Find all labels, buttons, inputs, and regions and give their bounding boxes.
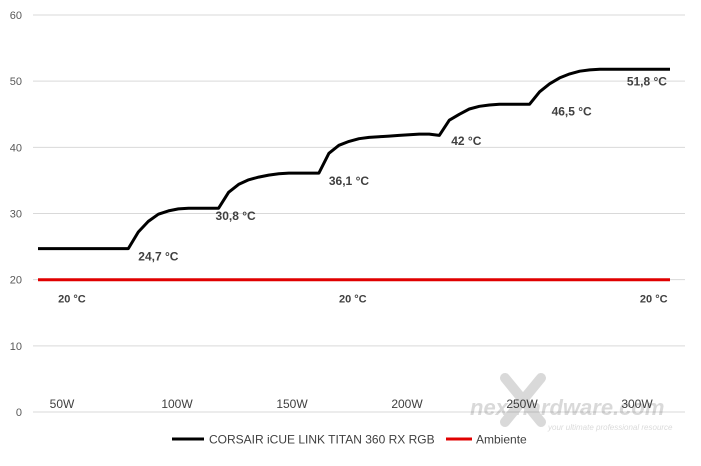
y-tick-label: 50 [10, 76, 22, 88]
x-category-labels: 50W 100W 150W 200W 250W 300W [50, 397, 654, 411]
series-lines [38, 67, 670, 282]
data-label: 51,8 °C [627, 74, 667, 88]
y-tick-label: 30 [10, 209, 22, 221]
watermark-brand-text: nexthardware.com [470, 395, 664, 420]
nexthardware-watermark-logo: nexthardware.com your ultimate professio… [470, 373, 673, 432]
data-label: 20 °C [58, 294, 86, 306]
y-tick-label: 0 [16, 407, 22, 419]
x-category-label: 200W [391, 397, 423, 411]
y-tick-labels: 0 10 20 30 40 50 60 [10, 10, 22, 419]
data-label: 42 °C [451, 134, 481, 148]
x-category-label: 100W [161, 397, 193, 411]
x-category-label: 250W [506, 397, 538, 411]
y-tick-label: 20 [10, 275, 22, 287]
data-label: 20 °C [640, 294, 668, 306]
watermark-tagline-text: your ultimate professional resource [547, 423, 673, 432]
watermark-x-mark [500, 373, 546, 427]
chart-legend: CORSAIR iCUE LINK TITAN 360 RX RGB Ambie… [172, 433, 527, 447]
data-label: 24,7 °C [138, 250, 178, 264]
y-tick-label: 60 [10, 10, 22, 22]
legend-label-corsair: CORSAIR iCUE LINK TITAN 360 RX RGB [209, 433, 435, 447]
x-category-label: 150W [276, 397, 308, 411]
x-category-label: 50W [50, 397, 75, 411]
data-label: 30,8 °C [216, 209, 256, 223]
data-annotations: 24,7 °C 30,8 °C 36,1 °C 42 °C 46,5 °C 51,8 °C… [58, 74, 668, 305]
data-label: 46,5 °C [552, 104, 592, 118]
series-line-corsair [38, 67, 670, 251]
data-label: 36,1 °C [329, 174, 369, 188]
data-label: 20 °C [339, 294, 367, 306]
legend-label-ambiente: Ambiente [476, 433, 527, 447]
y-tick-label: 40 [10, 142, 22, 154]
x-category-label: 300W [621, 397, 653, 411]
y-tick-label: 10 [10, 341, 22, 353]
